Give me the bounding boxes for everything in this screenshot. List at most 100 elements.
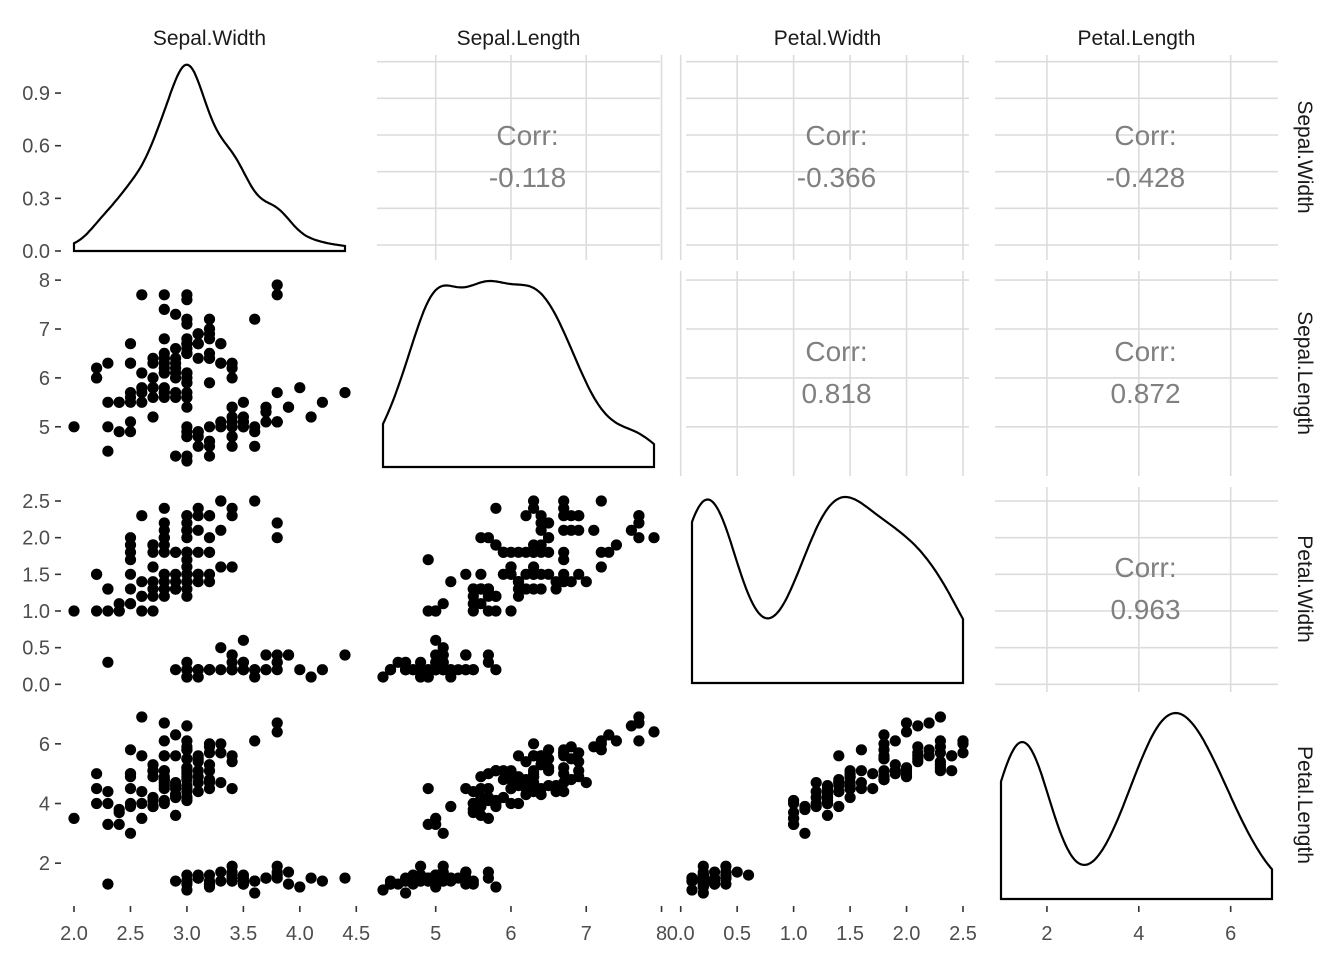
y-tick-label-petal-length: 6 (39, 734, 50, 756)
data-point (170, 357, 182, 369)
data-point (68, 605, 80, 617)
data-point (482, 605, 494, 617)
data-point (437, 649, 449, 661)
data-point (482, 656, 494, 668)
data-point (833, 780, 845, 792)
column-strip-label-petal-width: Petal.Width (774, 27, 881, 50)
data-point (170, 789, 182, 801)
data-point (528, 768, 540, 780)
data-point (113, 605, 125, 617)
data-point (124, 387, 137, 399)
data-point (543, 762, 555, 774)
data-point (68, 812, 80, 825)
data-point (445, 576, 457, 588)
row-strip-label-petal-length: Petal.Length (1293, 746, 1316, 864)
data-point (68, 421, 80, 433)
data-point (316, 664, 328, 676)
data-point (249, 426, 261, 438)
data-point (158, 517, 170, 529)
corr-value: -0.366 (797, 162, 876, 193)
data-point (147, 391, 159, 403)
data-point (558, 510, 570, 522)
data-point (170, 809, 182, 822)
data-point (430, 818, 442, 831)
data-point (158, 391, 170, 403)
data-point (260, 649, 272, 661)
data-point (226, 664, 238, 676)
data-point (912, 720, 924, 732)
data-point (158, 289, 170, 301)
data-point (136, 510, 148, 522)
data-point (147, 605, 159, 617)
data-point (878, 774, 890, 786)
data-point (147, 539, 159, 551)
data-point (821, 809, 834, 822)
data-point (158, 357, 170, 369)
data-point (867, 783, 879, 795)
data-point (102, 445, 114, 457)
density-curve-petal-width (690, 495, 965, 685)
data-point (482, 583, 494, 595)
data-point (170, 664, 182, 676)
data-point (878, 738, 890, 750)
data-point (249, 440, 261, 452)
data-point (810, 791, 822, 804)
data-point (181, 347, 193, 359)
corr-label: Corr: (496, 120, 558, 151)
y-tick-label-sepal-width: 0.9 (22, 83, 50, 105)
x-tick-label-sepal-length: 6 (505, 923, 516, 945)
data-point (900, 762, 913, 774)
data-point (384, 878, 397, 890)
data-point (147, 411, 159, 423)
data-point (878, 765, 890, 777)
data-point (528, 539, 540, 551)
data-point (482, 794, 494, 807)
data-point (226, 372, 238, 384)
y-tick-label-petal-width: 1.0 (22, 601, 50, 623)
data-point (136, 396, 148, 408)
data-point (565, 741, 577, 753)
data-point (226, 362, 238, 374)
data-point (136, 786, 148, 798)
data-point (452, 872, 464, 884)
data-point (249, 875, 261, 887)
data-point (900, 717, 913, 729)
data-point (226, 401, 238, 413)
scatter-panel-petal-length-vs-petal-width (686, 711, 969, 899)
data-point (170, 875, 182, 887)
data-point (520, 583, 532, 595)
data-point (203, 510, 216, 522)
data-point (573, 765, 585, 777)
data-point (181, 387, 193, 399)
y-tick-label-petal-width: 1.5 (22, 564, 50, 586)
data-point (203, 421, 216, 433)
data-point (339, 649, 351, 661)
data-point (203, 377, 216, 389)
data-point (215, 777, 227, 789)
data-point (260, 664, 272, 676)
data-point (889, 768, 901, 780)
data-point (181, 338, 193, 350)
data-point (316, 396, 328, 408)
data-point (192, 777, 204, 789)
data-point (226, 561, 238, 573)
data-point (305, 872, 317, 884)
data-point (192, 426, 204, 438)
data-point (467, 664, 479, 676)
data-point (237, 634, 249, 646)
corr-value: 0.872 (1110, 378, 1180, 409)
data-point (237, 411, 249, 423)
data-point (610, 735, 623, 747)
data-point (226, 860, 238, 872)
data-point (215, 357, 227, 369)
data-point (158, 303, 170, 315)
data-point (124, 426, 137, 438)
x-tick-label-sepal-width: 3.5 (229, 923, 257, 945)
corr-panel-sepal-length-petal-length: Corr: 0.872 (995, 271, 1278, 476)
scatter-panel-petal-width-vs-sepal-width (68, 495, 351, 683)
data-point (430, 664, 442, 676)
data-point (512, 797, 525, 810)
data-point (203, 352, 216, 364)
y-tick-label-sepal-length: 6 (39, 368, 50, 390)
